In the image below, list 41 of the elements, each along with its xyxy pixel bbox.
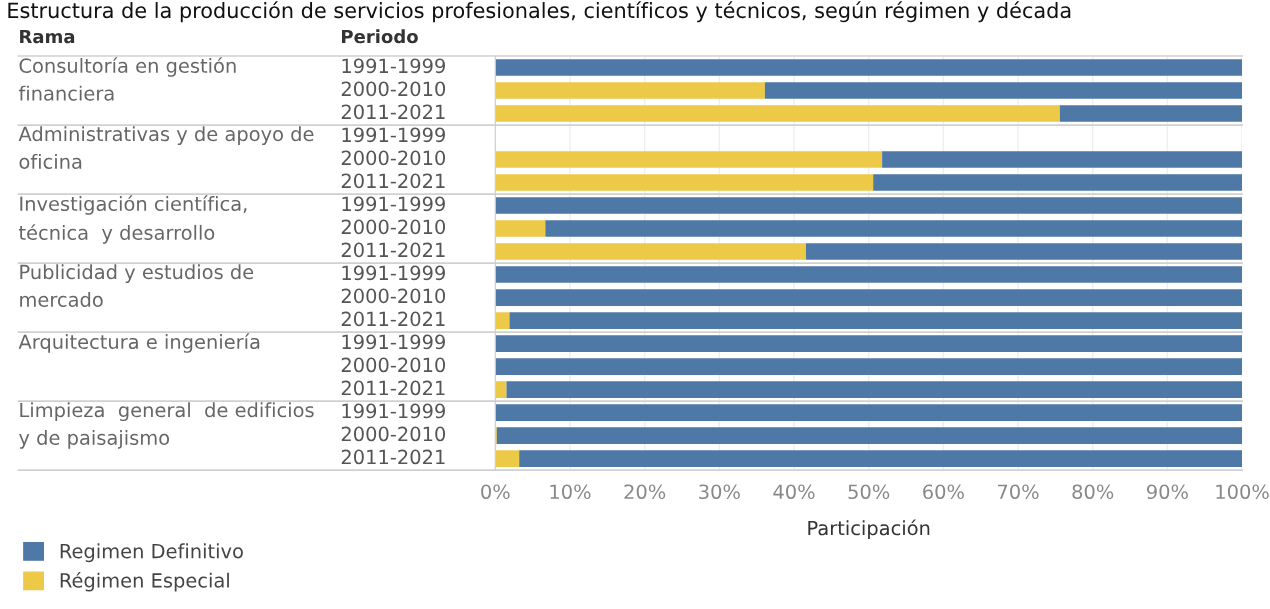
text: Periodo [342,29,418,44]
text: Publicidad y estudios de mercado [20,264,254,307]
y-tick-label: 1991-1999 [342,58,445,74]
y-tick-label: 2000-2010 [341,426,446,442]
y-tick-label: 1991-1999 [342,403,445,419]
text: Rama [20,29,75,44]
x-tick-label: 70% [998,484,1039,500]
x-tick-label: 10% [550,484,591,500]
x-tick-label: 20% [624,484,666,500]
x-axis-title: Participación [808,519,930,540]
y-tick-label: 1991-1999 [342,334,445,350]
y-tick-label: 2011-2021 [341,242,445,258]
y-tick-label: 1991-1999 [342,265,445,281]
y-tick-label: 2000-2010 [341,81,446,97]
y-tick-label: 2000-2010 [341,288,446,304]
text: Administrativas y de apoyo de oficina [18,126,314,169]
y-tick-label: 2011-2021 [341,380,445,396]
x-tick-label: 60% [923,484,964,500]
legend-label: Regimen Definitivo [60,543,243,563]
y-tick-label: 2011-2021 [341,104,445,120]
y-tick-label: 2000-2010 [341,219,446,235]
text: Investigación científica, técnica y desarrollo [18,195,247,244]
y-tick-label: 2000-2010 [341,357,446,373]
y-tick-label: 2000-2010 [341,150,446,166]
y-tick-label: 2011-2021 [341,449,445,465]
x-tick-label: 30% [699,484,740,500]
x-tick-label: 90% [1147,484,1188,500]
text: Consultoría en gestión financiera [18,57,236,101]
x-tick-label: 40% [773,484,815,500]
x-tick-label: 100% [1216,484,1269,500]
text: Arquitectura e ingeniería [18,333,260,353]
x-tick-label: 50% [848,484,890,500]
y-tick-label: 1991-1999 [342,196,445,212]
y-tick-label: 1991-1999 [342,127,445,143]
x-tick-label: 0% [481,484,510,500]
y-tick-label: 2011-2021 [341,173,445,189]
chart-title: Estructura de la producción de servicios profesionales, científicos y técnicos, según régimen y década [8,1,1071,23]
y-tick-label: 2011-2021 [341,311,445,327]
x-tick-label: 80% [1072,484,1114,500]
legend-label: Régimen Especial [60,571,229,592]
text: Limpieza general de edificios y de paisajismo [19,402,314,449]
